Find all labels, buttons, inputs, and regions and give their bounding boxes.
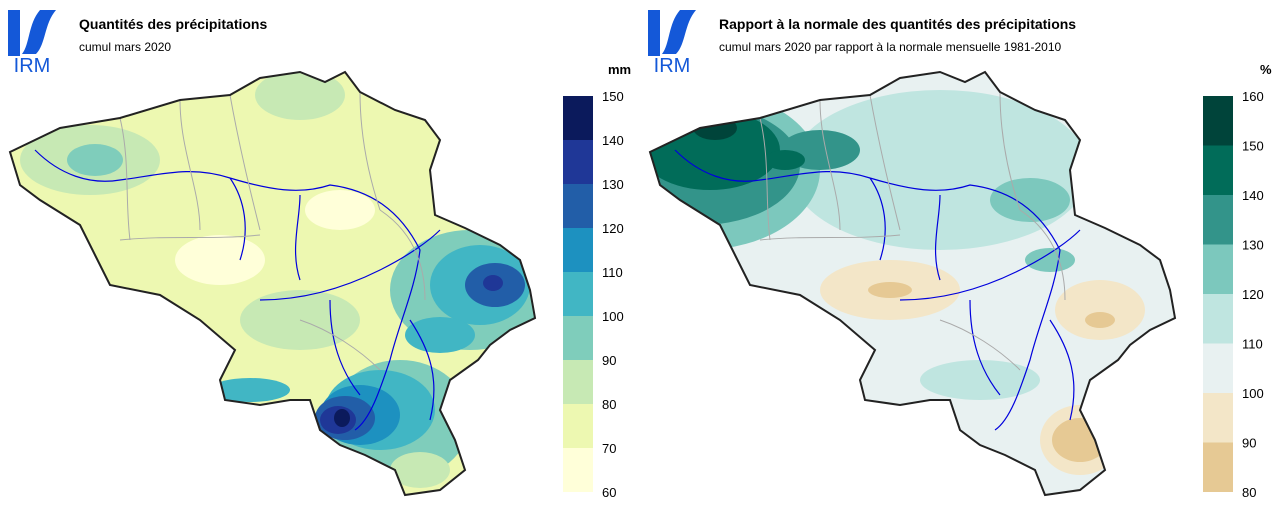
precip-zone xyxy=(305,190,375,230)
legend-swatch xyxy=(1203,96,1233,146)
legend-swatch xyxy=(1203,442,1233,492)
legend-unit: % xyxy=(1260,62,1272,77)
precip-zone xyxy=(405,317,475,353)
legend-tick-label: 120 xyxy=(602,221,624,236)
legend-tick-label: 90 xyxy=(1242,436,1256,451)
legend-swatch xyxy=(1203,195,1233,245)
ratio-zone xyxy=(1025,248,1075,272)
ratio-zone xyxy=(1085,312,1115,328)
legend-swatch xyxy=(1203,294,1233,344)
ratio-zone xyxy=(920,360,1040,400)
legend-tick-label: 150 xyxy=(602,89,624,104)
precip-zone xyxy=(483,275,503,291)
legend-tick-label: 100 xyxy=(602,309,624,324)
legend-tick-label: 120 xyxy=(1242,287,1264,302)
legend-swatch xyxy=(563,316,593,360)
legend-swatch xyxy=(1203,244,1233,294)
precipitation-amount-panel: IRM Quantités des précipitations cumul m… xyxy=(8,10,632,500)
irm-logo: IRM xyxy=(8,10,56,74)
province-borders xyxy=(759,91,1066,371)
country-border xyxy=(648,70,1177,497)
irm-logo: IRM xyxy=(648,10,696,74)
belgium-precipitation-map xyxy=(8,70,537,497)
ratio-zone xyxy=(650,110,780,190)
map-title: Quantités des précipitations xyxy=(79,16,268,32)
legend-tick-label: 110 xyxy=(602,265,623,280)
logo-text: IRM xyxy=(654,55,691,74)
legend-swatch xyxy=(1203,145,1233,195)
legend-tick-label: 80 xyxy=(602,397,616,412)
province-borders xyxy=(119,91,426,371)
legend-swatch xyxy=(563,96,593,140)
legend-tick-label: 140 xyxy=(1242,188,1264,203)
legend-tick-label: 140 xyxy=(602,133,624,148)
legend-tick-label: 90 xyxy=(602,353,616,368)
legend-swatch xyxy=(1203,393,1233,443)
legend-tick-label: 80 xyxy=(1242,485,1256,500)
legend-swatch xyxy=(563,228,593,272)
legend-tick-label: 150 xyxy=(1242,139,1264,154)
ratio-zone xyxy=(990,178,1070,222)
ratio-zone xyxy=(765,150,805,170)
map-title: Rapport à la normale des quantités des p… xyxy=(719,16,1077,32)
ratio-zone xyxy=(868,282,912,298)
legend-tick-label: 160 xyxy=(1242,89,1264,104)
precip-zone xyxy=(210,378,290,402)
precip-zone xyxy=(255,72,345,120)
legend-tick-label: 60 xyxy=(602,485,616,500)
belgium-ratio-map xyxy=(648,70,1177,497)
legend-swatch xyxy=(563,360,593,404)
precip-zone xyxy=(67,144,123,176)
legend-swatch xyxy=(563,404,593,448)
map-subtitle: cumul mars 2020 xyxy=(79,40,172,54)
rivers xyxy=(34,149,441,431)
precip-zone xyxy=(390,452,450,488)
logo-text: IRM xyxy=(14,55,51,74)
precip-zone xyxy=(175,235,265,285)
legend-swatch xyxy=(563,272,593,316)
legend-tick-label: 70 xyxy=(602,441,616,456)
legend-tick-label: 100 xyxy=(1242,386,1264,401)
legend-tick-label: 130 xyxy=(1242,238,1264,253)
legend-tick-label: 110 xyxy=(1242,337,1263,352)
legend-unit: mm xyxy=(608,62,632,77)
legend-swatch xyxy=(563,448,593,492)
legend-swatch xyxy=(1203,343,1233,393)
legend-tick-label: 130 xyxy=(602,177,624,192)
ratio-zone xyxy=(1055,280,1145,340)
legend-swatch xyxy=(563,140,593,184)
precip-zone xyxy=(334,409,350,427)
precipitation-ratio-panel: IRM Rapport à la normale des quantités d… xyxy=(640,0,1280,507)
country-border xyxy=(8,70,537,497)
rivers xyxy=(674,149,1081,431)
map-subtitle: cumul mars 2020 par rapport à la normale… xyxy=(719,40,1062,54)
legend-swatch xyxy=(563,184,593,228)
